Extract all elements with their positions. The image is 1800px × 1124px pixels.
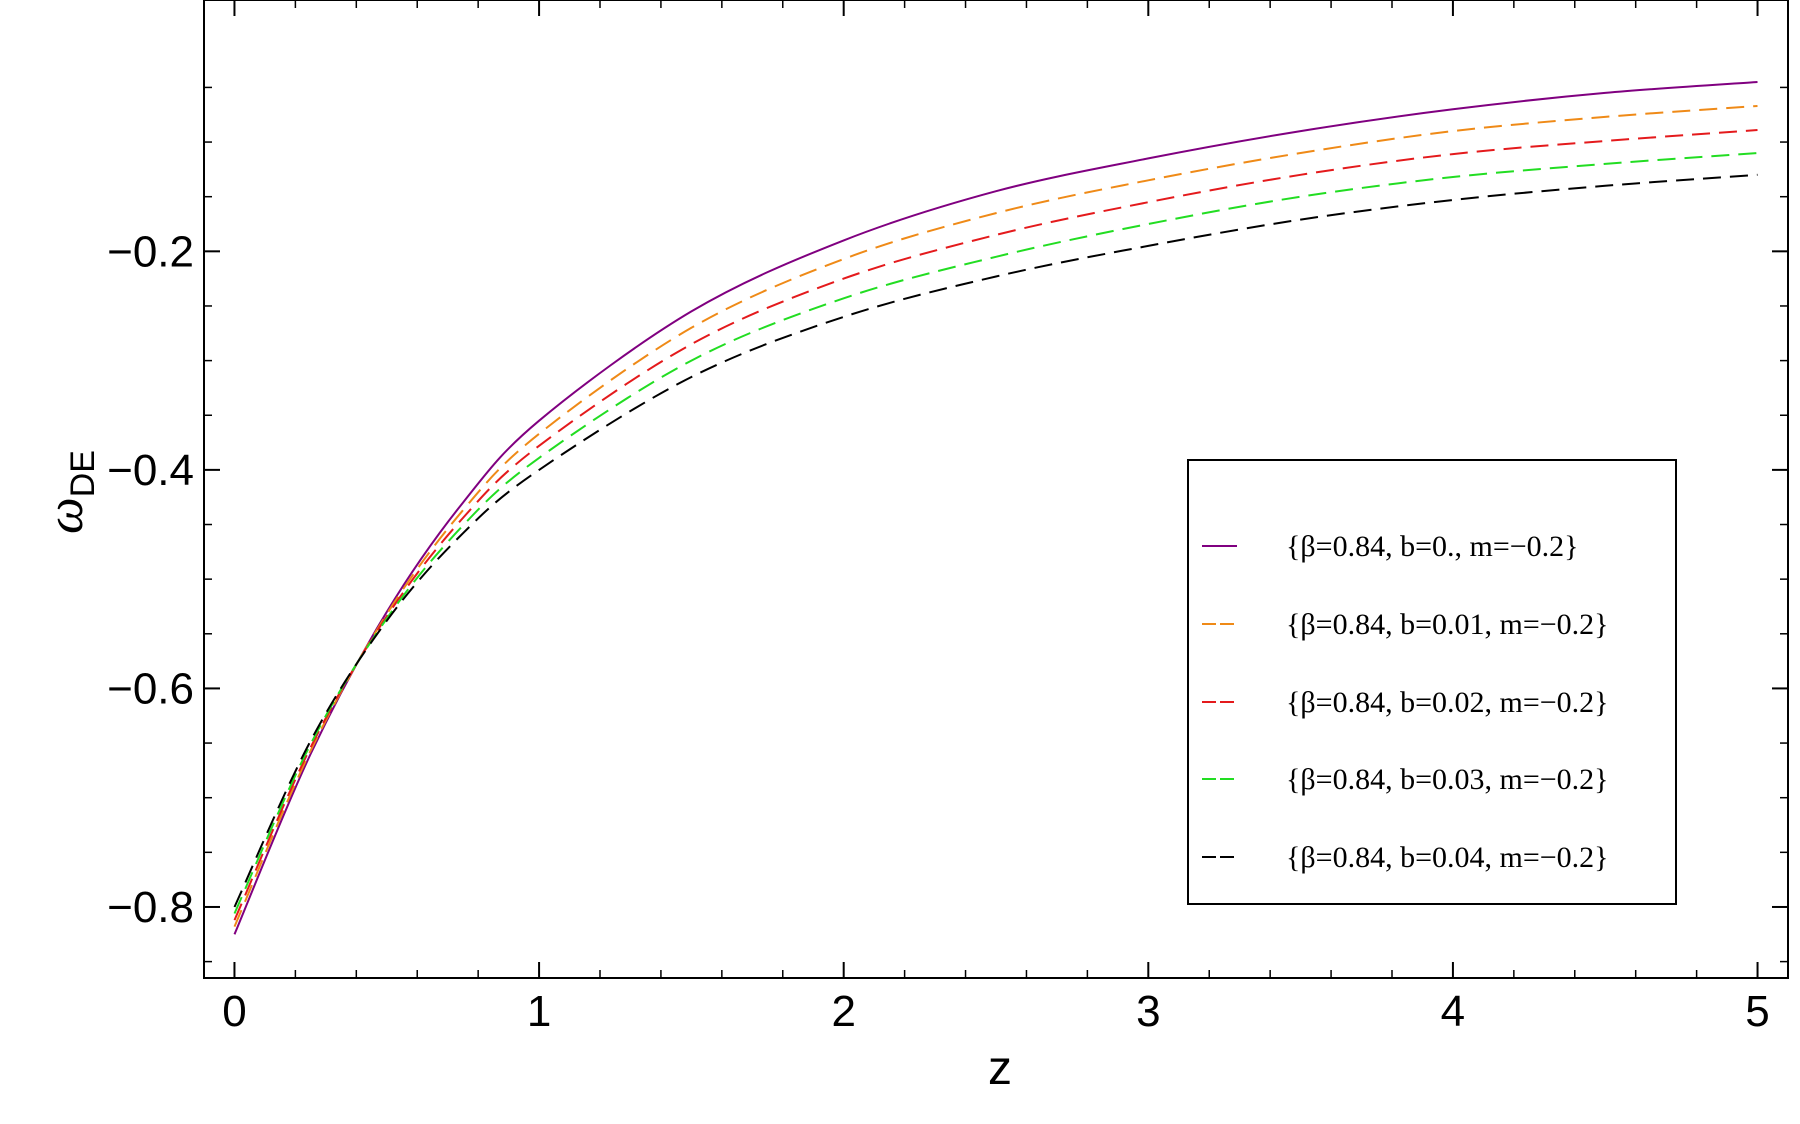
x-axis-label: z: [988, 1042, 1012, 1095]
series-line-1: [233, 81, 1758, 935]
legend-label: {β=0.84, b=0.03, m=−0.2}: [1286, 763, 1609, 796]
legend-label: {β=0.84, b=0.04, m=−0.2}: [1286, 841, 1609, 874]
series-line-3: [233, 129, 1758, 921]
tick-labels: 0 1 2 3 4 5 −0.8 −0.6 −0.4 −0.2: [107, 227, 1770, 1036]
y-axis-label-symbol: ω: [37, 497, 94, 534]
y-axis-label-subscript: DE: [64, 450, 102, 497]
y-tick-label: −0.8: [107, 883, 194, 932]
legend-label: {β=0.84, b=0.02, m=−0.2}: [1286, 686, 1609, 719]
y-tick-label: −0.2: [107, 227, 194, 276]
x-tick-label: 2: [831, 987, 855, 1036]
legend-label: {β=0.84, b=0., m=−0.2}: [1286, 530, 1579, 563]
x-tick-label: 3: [1136, 987, 1160, 1036]
series-line-5: [233, 173, 1758, 908]
y-tick-label: −0.6: [107, 664, 194, 713]
legend-label: {β=0.84, b=0.01, m=−0.2}: [1286, 608, 1609, 641]
y-tick-label: −0.4: [107, 446, 194, 495]
legend: {β=0.84, b=0., m=−0.2} {β=0.84, b=0.01, m…: [1187, 459, 1677, 905]
x-tick-label: 4: [1441, 987, 1465, 1036]
series-lines: [233, 81, 1758, 935]
legend-box: [1187, 459, 1677, 905]
x-tick-label: 1: [527, 987, 551, 1036]
x-tick-label: 0: [222, 987, 246, 1036]
x-tick-label: 5: [1745, 987, 1769, 1036]
series-line-4: [233, 152, 1758, 914]
plot-frame: [203, 0, 1789, 979]
tick-marks: [204, 0, 1788, 978]
y-axis-label: ωDE: [37, 450, 102, 534]
